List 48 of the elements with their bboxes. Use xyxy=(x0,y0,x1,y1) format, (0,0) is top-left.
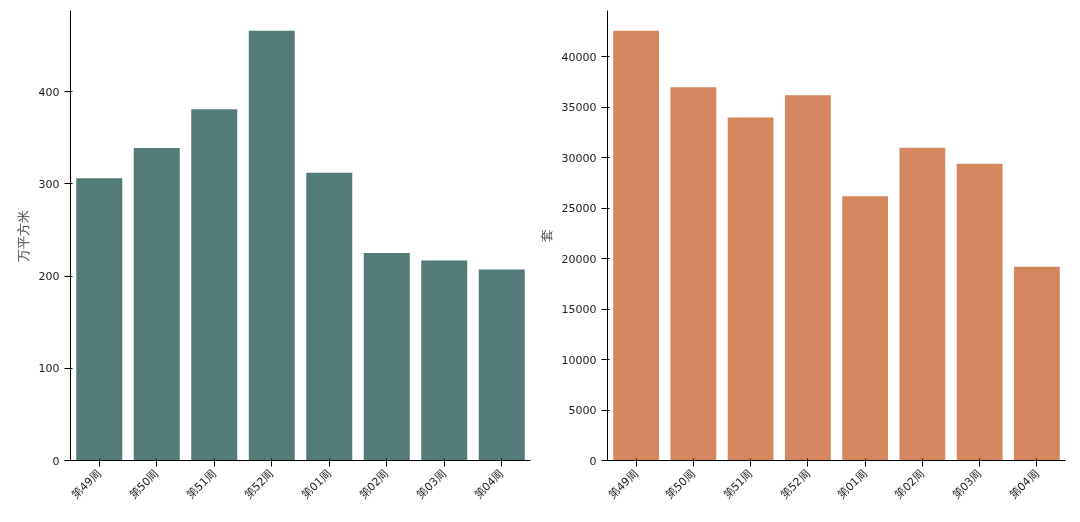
bar xyxy=(248,30,295,461)
x-tick-label: 第04周 xyxy=(471,466,507,502)
bar xyxy=(613,30,660,461)
bar xyxy=(478,269,525,461)
y-tick-label: 10000 xyxy=(561,353,597,367)
bar xyxy=(76,178,123,461)
y-tick-label: 25000 xyxy=(561,202,597,216)
x-tick-label: 第01周 xyxy=(299,466,334,502)
y-tick-label: 5000 xyxy=(568,404,597,418)
x-tick-label: 第49周 xyxy=(69,466,104,502)
y-tick-label: 400 xyxy=(38,85,60,99)
bar xyxy=(899,147,946,461)
bar xyxy=(956,163,1003,461)
x-tick-label: 第03周 xyxy=(414,466,449,502)
bar xyxy=(363,253,410,461)
x-tick-label: 第04周 xyxy=(1006,466,1042,502)
x-tick-label: 第02周 xyxy=(892,466,927,502)
y-tick-label: 35000 xyxy=(561,101,597,115)
bar xyxy=(1013,266,1060,461)
bar xyxy=(191,109,238,461)
bar xyxy=(842,196,889,461)
y-axis-title: 套 xyxy=(538,229,554,242)
y-axis-title: 万平方米 xyxy=(15,209,31,262)
x-tick-label: 第52周 xyxy=(241,466,277,502)
bar xyxy=(784,95,831,461)
bar xyxy=(306,172,353,461)
y-tick-label: 0 xyxy=(589,454,597,468)
x-tick-label: 第50周 xyxy=(126,466,162,502)
y-tick-label: 0 xyxy=(52,454,60,468)
x-tick-label: 第51周 xyxy=(720,466,756,502)
bar xyxy=(727,117,774,461)
y-tick-label: 100 xyxy=(38,362,60,376)
bar xyxy=(133,147,180,461)
y-tick-label: 200 xyxy=(38,270,60,284)
x-tick-label: 第01周 xyxy=(835,466,870,502)
y-tick-label: 40000 xyxy=(561,50,597,64)
x-tick-label: 第02周 xyxy=(356,466,392,502)
x-tick-label: 第03周 xyxy=(949,466,985,502)
x-tick-label: 第50周 xyxy=(663,466,698,502)
bar xyxy=(421,260,468,461)
x-tick-label: 第52周 xyxy=(777,466,813,502)
y-tick-label: 30000 xyxy=(561,151,597,165)
x-tick-label: 第51周 xyxy=(184,466,219,502)
bar xyxy=(670,87,717,461)
x-tick-label: 第49周 xyxy=(606,466,641,502)
y-tick-label: 300 xyxy=(38,177,60,191)
y-tick-label: 20000 xyxy=(561,252,597,266)
y-tick-label: 15000 xyxy=(561,303,597,317)
